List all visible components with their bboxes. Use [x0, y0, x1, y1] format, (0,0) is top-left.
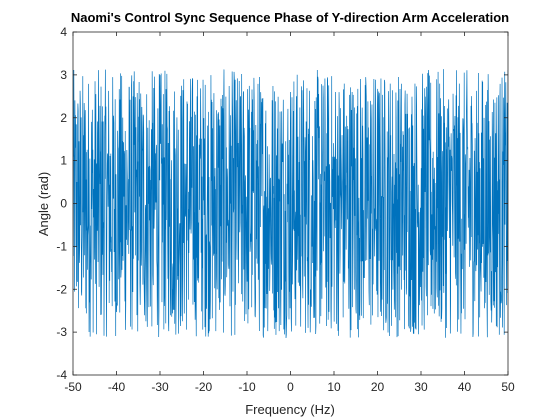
- x-tick-label: -30: [151, 380, 169, 394]
- x-tick-label: -50: [64, 380, 82, 394]
- y-axis: -4 -3 -2 -1 0 1 2 3 4: [56, 25, 508, 382]
- x-tick-label: 30: [414, 380, 428, 394]
- x-tick-label: -20: [195, 380, 213, 394]
- x-axis-label: Frequency (Hz): [245, 402, 335, 417]
- x-tick-label: -40: [108, 380, 126, 394]
- x-tick-label: 0: [287, 380, 294, 394]
- y-axis-label: Angle (rad): [36, 172, 51, 236]
- series-line-0: [73, 69, 508, 338]
- x-tick-label: 50: [501, 380, 515, 394]
- y-tick-label: -2: [56, 282, 67, 296]
- y-tick-label: 2: [60, 111, 67, 125]
- y-tick-label: 3: [60, 68, 67, 82]
- axes-box: [72, 31, 509, 376]
- y-tick-label: -3: [56, 325, 67, 339]
- y-tick-label: -1: [56, 239, 67, 253]
- y-tick-label: 1: [60, 154, 67, 168]
- x-tick-label: 10: [327, 380, 341, 394]
- y-tick-label: -4: [56, 368, 67, 382]
- x-tick-label: 40: [458, 380, 472, 394]
- plot-area: [73, 69, 508, 338]
- x-tick-label: -10: [238, 380, 256, 394]
- x-tick-label: 20: [371, 380, 385, 394]
- chart-title: Naomi's Control Sync Sequence Phase of Y…: [71, 10, 509, 25]
- y-tick-label: 4: [60, 25, 67, 39]
- y-tick-label: 0: [60, 197, 67, 211]
- x-axis: -50 -40 -30 -20 -10 0 10 20 30 40 50: [64, 32, 515, 394]
